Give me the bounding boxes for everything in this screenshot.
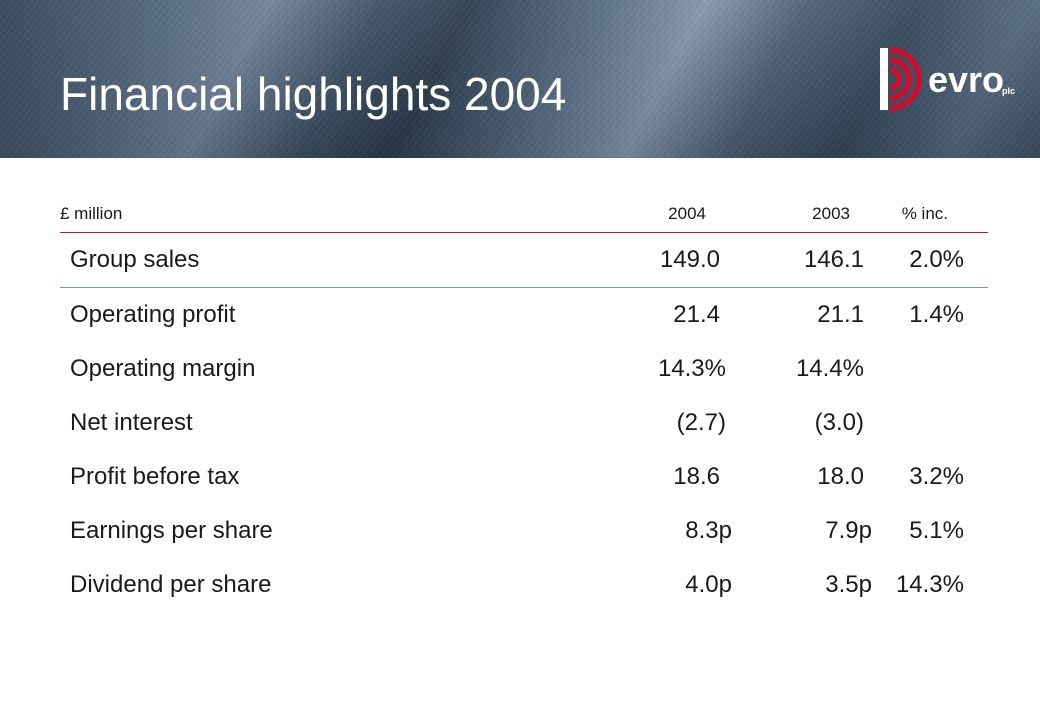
cell-2004: 18.6: [673, 463, 720, 490]
table-row: Group sales 149.0 146.1 2.0%: [60, 233, 988, 287]
row-label: Operating profit: [70, 301, 236, 328]
cell-2004: 8.3p: [685, 517, 732, 544]
cell-change: 14.3%: [895, 571, 964, 598]
financial-table: £ million 2004 2003 % inc. Group sales 1…: [60, 196, 988, 612]
column-header-2004: 2004: [668, 204, 706, 223]
cell-2003: 3.5p: [825, 571, 872, 598]
devro-logo-icon: evro plc: [880, 47, 1015, 111]
cell-2003: 18.0: [817, 463, 864, 490]
cell-2004: 14.3%: [657, 355, 726, 382]
cell-2003: 14.4%: [795, 355, 864, 382]
page-title: Financial highlights 2004: [60, 68, 567, 120]
cell-change: 5.1%: [909, 517, 964, 544]
table-header-row: £ million 2004 2003 % inc.: [60, 196, 988, 232]
cell-2003: 146.1: [803, 246, 864, 273]
logo-suffix: plc: [1002, 86, 1015, 96]
row-label: Profit before tax: [70, 463, 240, 490]
header-banner: Financial highlights 2004 evro plc: [0, 0, 1040, 158]
cell-2004: 21.4: [673, 301, 720, 328]
row-label: Operating margin: [70, 355, 256, 382]
cell-2003: 7.9p: [825, 517, 872, 544]
column-header-2003: 2003: [812, 204, 850, 223]
row-label: Net interest: [70, 409, 193, 436]
column-header-unit: £ million: [60, 204, 123, 223]
column-header-change: % inc.: [901, 204, 948, 223]
divider-blue: [60, 287, 988, 288]
logo-text: evro: [928, 59, 1004, 100]
cell-2003: (3.0): [814, 409, 864, 436]
cell-change: 1.4%: [909, 301, 964, 328]
cell-2004: (2.7): [676, 409, 726, 436]
cell-change: 3.2%: [909, 463, 964, 490]
table-row: Operating margin 14.3% 14.4%: [60, 342, 988, 396]
table-row: Dividend per share 4.0p 3.5p 14.3%: [60, 558, 988, 612]
divider-red: [60, 232, 988, 233]
table-row: Earnings per share 8.3p 7.9p 5.1%: [60, 504, 988, 558]
table-row: Profit before tax 18.6 18.0 3.2%: [60, 450, 988, 504]
cell-change: 2.0%: [909, 246, 964, 273]
row-label: Group sales: [70, 246, 200, 273]
table-row: Net interest (2.7) (3.0): [60, 396, 988, 450]
cell-2004: 4.0p: [685, 571, 732, 598]
cell-2004: 149.0: [659, 246, 720, 273]
row-label: Dividend per share: [70, 571, 272, 598]
table-row: Operating profit 21.4 21.1 1.4%: [60, 288, 988, 342]
row-label: Earnings per share: [70, 517, 273, 544]
cell-2003: 21.1: [817, 301, 864, 328]
